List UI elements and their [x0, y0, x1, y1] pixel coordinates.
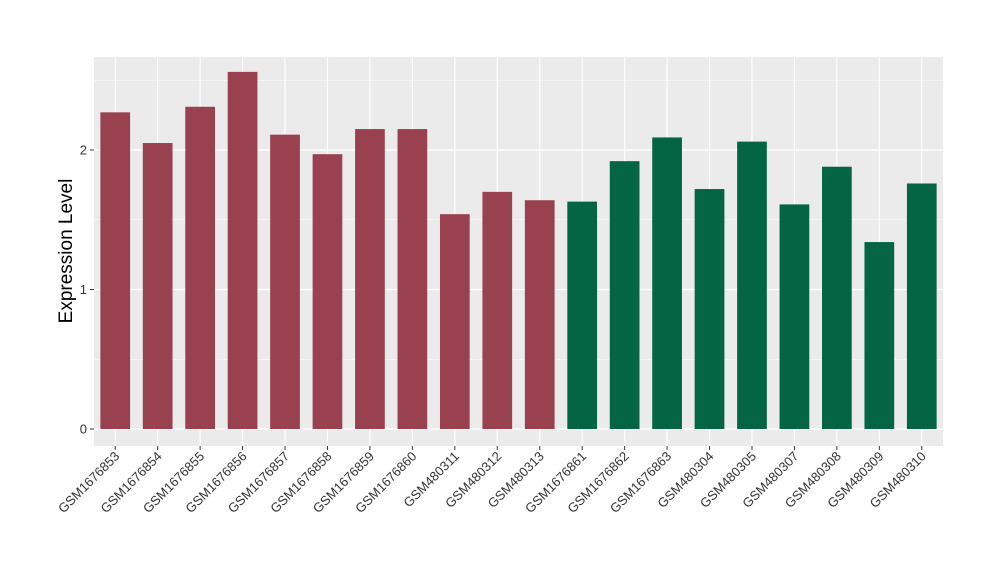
bar-gsm1676861: [567, 201, 598, 429]
bar-gsm480313: [524, 200, 555, 429]
bar-gsm480309: [864, 242, 895, 429]
bar-gsm1676858: [312, 154, 343, 429]
bar-gsm1676857: [270, 134, 300, 429]
bar-gsm480305: [737, 141, 767, 429]
y-tick-label: 1: [80, 282, 87, 297]
bar-gsm1676855: [185, 106, 215, 429]
bar-gsm1676853: [100, 112, 131, 430]
bar-gsm480310: [906, 183, 937, 429]
bar-gsm480304: [694, 189, 725, 429]
bar-gsm480311: [439, 214, 470, 429]
y-tick-label: 2: [80, 143, 87, 158]
bar-gsm1676854: [142, 143, 173, 429]
bar-gsm1676863: [652, 137, 682, 429]
bar-gsm1676859: [355, 129, 385, 429]
bar-gsm480308: [822, 166, 852, 430]
bar-gsm1676860: [397, 129, 428, 429]
bar-gsm1676856: [227, 71, 258, 429]
y-axis-title: Expression Level: [56, 179, 77, 324]
bar-gsm480307: [779, 204, 810, 429]
plot-panel: [94, 57, 943, 446]
y-tick-label: 0: [80, 422, 87, 437]
bar-gsm480312: [482, 191, 513, 429]
bar-gsm1676862: [609, 161, 640, 429]
bars: [100, 71, 937, 430]
y-axis: 0 1 2: [80, 143, 94, 437]
x-axis: GSM1676853GSM1676854GSM1676855GSM1676856…: [55, 446, 929, 516]
